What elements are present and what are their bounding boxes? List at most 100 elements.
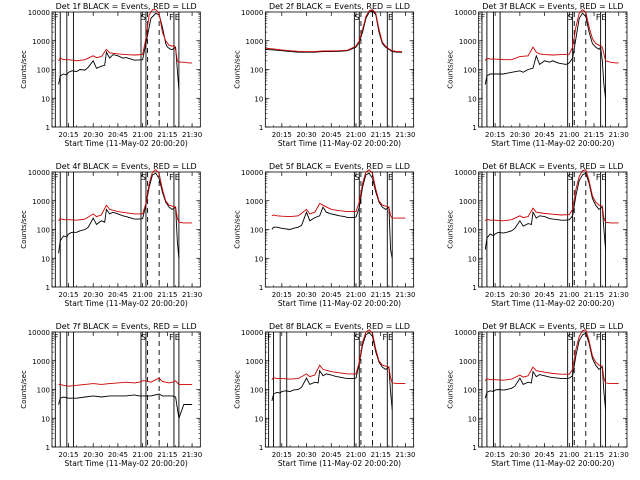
interval-marker-label: S xyxy=(568,13,573,22)
interval-marker-label: F xyxy=(54,333,59,342)
x-tick-label: 20:45 xyxy=(321,291,341,299)
interval-marker-label: F xyxy=(596,13,601,22)
y-axis-label: Counts/sec xyxy=(233,370,241,409)
x-axis-label: Start Time (11-May-02 20:00:20) xyxy=(491,459,614,468)
chart-title: Det 8f BLACK = Events, RED = LLD xyxy=(269,322,410,331)
series-line-lld xyxy=(484,169,619,224)
x-axis-label: Start Time (11-May-02 20:00:20) xyxy=(65,299,188,308)
plot-frame xyxy=(264,331,415,448)
x-tick-label: 21:15 xyxy=(157,291,177,299)
y-tick-label: 1000 xyxy=(246,358,264,366)
y-tick-label: 10000 xyxy=(241,169,263,177)
series-line-events xyxy=(484,172,607,250)
x-axis-label: Start Time (11-May-02 20:00:20) xyxy=(278,299,401,308)
interval-marker-label: E xyxy=(601,173,606,182)
x-tick-label: 21:00 xyxy=(133,131,153,139)
y-tick-label: 100 xyxy=(37,227,50,235)
interval-marker-label: E xyxy=(175,13,180,22)
y-tick-label: 10 xyxy=(468,255,477,263)
x-tick-label: 21:30 xyxy=(182,291,202,299)
interval-marker-label: F xyxy=(267,333,272,342)
series-line-events xyxy=(484,332,607,410)
interval-marker-label: E xyxy=(388,173,393,182)
y-tick-label: 10000 xyxy=(241,329,263,337)
interval-marker-label: S xyxy=(141,13,146,22)
y-tick-label: 1000 xyxy=(32,38,50,46)
x-tick-label: 20:15 xyxy=(485,451,505,459)
interval-marker-label: F xyxy=(169,173,174,182)
x-tick-label: 21:00 xyxy=(346,291,366,299)
y-tick-label: 1 xyxy=(46,284,50,292)
interval-marker-label: S xyxy=(141,333,146,342)
series-line-lld xyxy=(58,169,193,224)
interval-marker-label: F xyxy=(383,333,388,342)
interval-marker-label: F xyxy=(480,333,485,342)
x-tick-label: 20:45 xyxy=(108,291,128,299)
chart-panel-7: Det 7f BLACK = Events, RED = LLD 1 10 100 10… xyxy=(20,322,202,468)
plot-frame xyxy=(51,11,201,128)
y-tick-label: 100 xyxy=(463,387,476,395)
y-tick-label: 100 xyxy=(250,67,263,75)
y-tick-label: 1 xyxy=(472,444,476,452)
y-tick-label: 10 xyxy=(41,255,50,263)
interval-marker-label: S xyxy=(141,173,146,182)
chart-panel-9: Det 9f BLACK = Events, RED = LLD 1 10 100 10… xyxy=(447,322,629,468)
interval-marker-label: F xyxy=(54,173,59,182)
x-tick-label: 21:15 xyxy=(584,451,604,459)
x-tick-label: 21:30 xyxy=(395,291,415,299)
y-axis-label: Counts/sec xyxy=(447,50,455,89)
y-tick-label: 1000 xyxy=(246,38,264,46)
x-tick-label: 20:30 xyxy=(510,131,530,139)
chart-panel-8: Det 8f BLACK = Events, RED = LLD 1 10 100 10… xyxy=(233,322,415,468)
chart-panel-5: Det 5f BLACK = Events, RED = LLD 1 10 100 10… xyxy=(233,162,415,308)
interval-marker-label: F xyxy=(480,13,485,22)
x-tick-label: 20:45 xyxy=(321,451,341,459)
series-line-events xyxy=(58,172,180,259)
plot-frame xyxy=(478,171,628,288)
chart-panel-4: Det 4f BLACK = Events, RED = LLD 1 10 100 10… xyxy=(20,162,202,308)
series-line-lld xyxy=(271,329,406,385)
chart-title: Det 4f BLACK = Events, RED = LLD xyxy=(56,162,197,171)
y-axis-label: Counts/sec xyxy=(20,370,28,409)
x-tick-label: 21:00 xyxy=(133,291,153,299)
x-tick-label: 20:45 xyxy=(108,131,128,139)
x-tick-label: 21:30 xyxy=(609,291,629,299)
chart-panel-1: Det 1f BLACK = Events, RED = LLD 1 10 100 10… xyxy=(20,2,202,148)
x-tick-label: 20:15 xyxy=(485,291,505,299)
x-tick-label: 21:30 xyxy=(182,451,202,459)
y-tick-label: 1000 xyxy=(32,358,50,366)
x-tick-label: 20:15 xyxy=(58,131,78,139)
chart-title: Det 2f BLACK = Events, RED = LLD xyxy=(269,2,410,11)
y-tick-label: 100 xyxy=(37,387,50,395)
chart-panel-6: Det 6f BLACK = Events, RED = LLD 1 10 100 10… xyxy=(447,162,629,308)
interval-marker-label: S xyxy=(568,333,573,342)
y-tick-label: 1000 xyxy=(246,198,264,206)
x-tick-label: 20:15 xyxy=(272,131,292,139)
chart-title: Det 5f BLACK = Events, RED = LLD xyxy=(269,162,410,171)
y-tick-label: 10 xyxy=(41,415,50,423)
y-axis-label: Counts/sec xyxy=(20,210,28,249)
x-tick-label: 20:30 xyxy=(83,291,103,299)
y-axis-label: Counts/sec xyxy=(447,210,455,249)
interval-marker-label: E xyxy=(175,333,180,342)
y-tick-label: 100 xyxy=(37,67,50,75)
x-tick-label: 21:30 xyxy=(395,131,415,139)
series-line-events xyxy=(271,332,393,410)
x-axis-label: Start Time (11-May-02 20:00:20) xyxy=(491,299,614,308)
interval-marker-label: E xyxy=(601,333,606,342)
x-tick-label: 20:15 xyxy=(272,291,292,299)
series-line-lld xyxy=(58,9,193,64)
x-tick-label: 21:15 xyxy=(157,131,177,139)
chart-title: Det 7f BLACK = Events, RED = LLD xyxy=(56,322,197,331)
plot-frame xyxy=(478,11,628,128)
series-line-lld xyxy=(265,9,403,53)
interval-marker-label: F xyxy=(169,333,174,342)
y-tick-label: 10000 xyxy=(454,169,476,177)
series-line-events xyxy=(265,10,403,53)
interval-marker-label: F xyxy=(596,173,601,182)
x-tick-label: 20:30 xyxy=(83,451,103,459)
y-tick-label: 10000 xyxy=(241,9,263,17)
x-tick-label: 20:15 xyxy=(58,291,78,299)
x-tick-label: 21:30 xyxy=(609,451,629,459)
